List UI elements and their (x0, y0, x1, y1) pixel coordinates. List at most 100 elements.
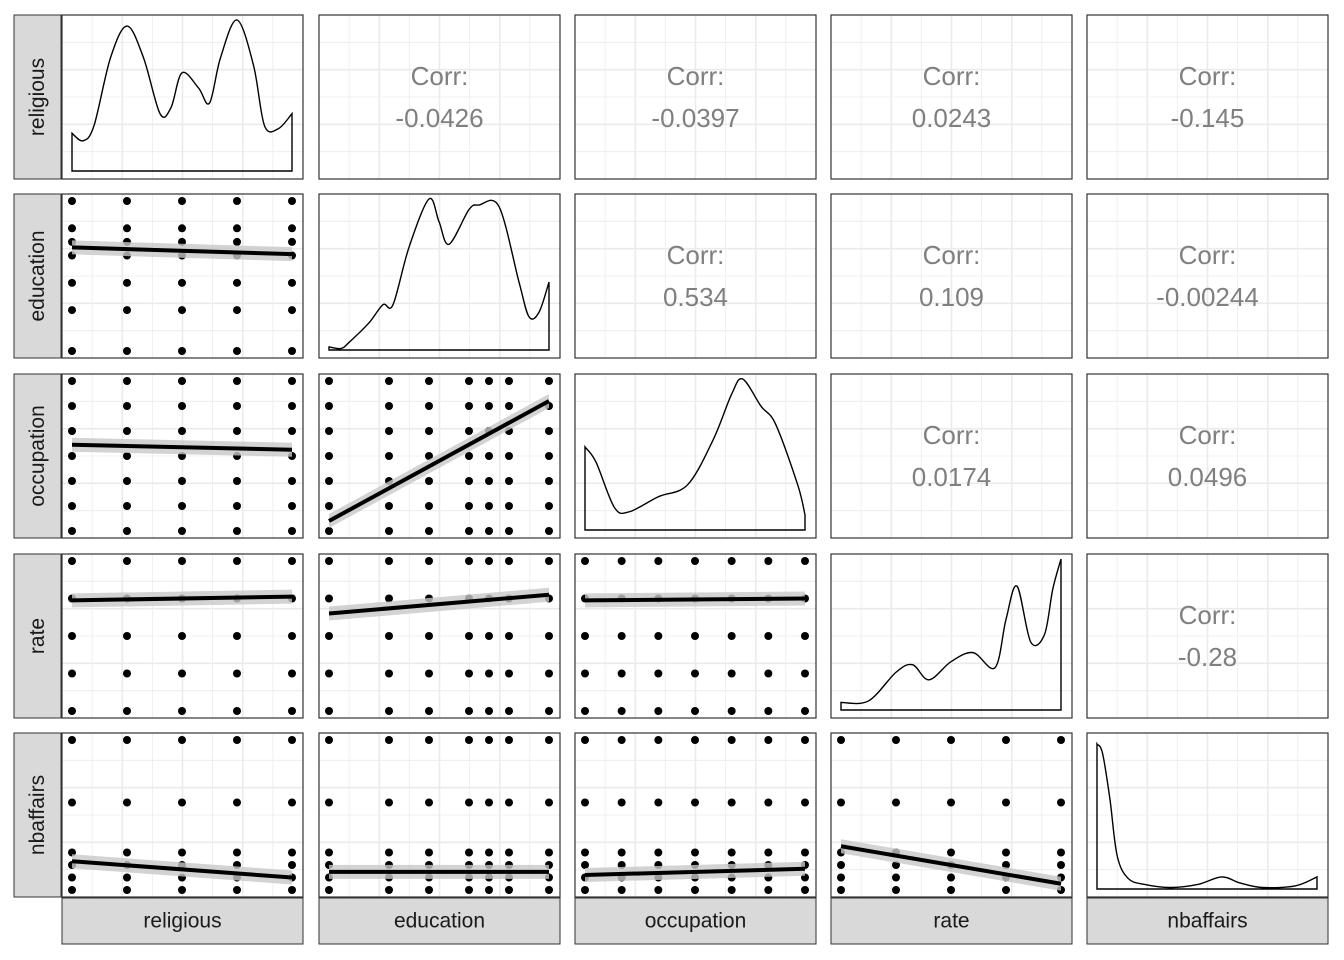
data-point (691, 669, 699, 678)
data-point (581, 736, 589, 744)
data-point (691, 557, 699, 565)
data-point (1057, 736, 1065, 744)
data-point (505, 377, 513, 385)
data-point (691, 632, 699, 640)
data-point (123, 848, 131, 857)
data-point (233, 707, 241, 715)
data-point (68, 347, 76, 355)
data-point (581, 707, 589, 715)
data-point (178, 669, 186, 678)
row-strip-label: rate (26, 618, 49, 654)
panel-border (61, 14, 304, 180)
data-point (892, 736, 900, 744)
data-point (485, 452, 493, 460)
regression-line (71, 442, 293, 452)
data-point (727, 736, 736, 744)
data-point (947, 848, 955, 857)
data-point (68, 306, 76, 315)
data-point (505, 402, 513, 410)
data-point (178, 278, 186, 287)
data-point (325, 707, 333, 715)
data-point (654, 886, 663, 894)
panel-border (830, 553, 1073, 719)
data-point (425, 502, 433, 510)
data-point (505, 886, 513, 894)
data-point (123, 527, 131, 535)
panel-nbaffairs-education (318, 732, 561, 898)
data-point (425, 527, 433, 535)
panel-occupation-education (318, 373, 561, 539)
data-point (485, 402, 493, 410)
panel-border (61, 732, 304, 898)
data-point (617, 632, 626, 640)
data-point (233, 798, 241, 807)
data-point (727, 632, 736, 640)
data-point (691, 886, 699, 894)
data-point (485, 798, 493, 807)
data-point (654, 632, 663, 640)
data-point (123, 798, 131, 807)
panel-border (574, 193, 817, 359)
data-point (233, 377, 241, 385)
data-point (837, 886, 845, 894)
data-point (178, 886, 186, 894)
data-point (325, 632, 333, 640)
density-curve (1096, 741, 1318, 890)
data-point (485, 736, 493, 744)
data-point (425, 557, 433, 565)
data-point (123, 347, 131, 355)
data-point (233, 669, 241, 678)
data-point (385, 594, 393, 603)
data-point (617, 848, 626, 857)
data-point (425, 427, 433, 435)
data-point (617, 557, 626, 565)
data-point (1002, 848, 1010, 857)
data-point (654, 798, 663, 807)
data-point (325, 798, 333, 807)
data-point (385, 632, 393, 640)
data-point (727, 557, 736, 565)
data-point (1002, 736, 1010, 744)
data-point (233, 402, 241, 410)
data-point (178, 557, 186, 565)
data-point (545, 848, 553, 857)
data-point (178, 632, 186, 640)
panel-border (1086, 732, 1329, 898)
data-point (505, 557, 513, 565)
panel-religious-nbaffairs: Corr: -0.145 (1086, 14, 1329, 180)
data-point (123, 402, 131, 410)
data-point (233, 848, 241, 857)
data-point (325, 452, 333, 460)
data-point (68, 557, 76, 565)
data-point (123, 452, 131, 460)
data-point (617, 798, 626, 807)
panel-border (61, 553, 304, 719)
data-point (385, 707, 393, 715)
correlation-label: Corr: (411, 61, 469, 91)
data-point (68, 736, 76, 744)
correlation-label: Corr: (923, 420, 981, 450)
data-point (505, 848, 513, 857)
data-point (178, 477, 186, 485)
correlation-value: 0.534 (663, 282, 728, 312)
data-point (545, 377, 553, 385)
data-point (837, 798, 845, 807)
column-strip-religious: religious (61, 897, 304, 945)
data-point (691, 798, 699, 807)
panel-border (318, 553, 561, 719)
row-strip-label: occupation (26, 405, 49, 507)
data-point (892, 861, 900, 869)
row-strip-religious: religious (13, 14, 62, 180)
data-point (288, 402, 296, 410)
data-point (947, 886, 955, 894)
data-point (465, 707, 473, 715)
panel-rate-education (318, 553, 561, 719)
data-point (545, 669, 553, 678)
data-point (465, 402, 473, 410)
data-point (801, 798, 809, 807)
data-point (425, 377, 433, 385)
panel-border (1086, 193, 1329, 359)
regression-line (584, 596, 806, 603)
panel-border (574, 373, 817, 539)
